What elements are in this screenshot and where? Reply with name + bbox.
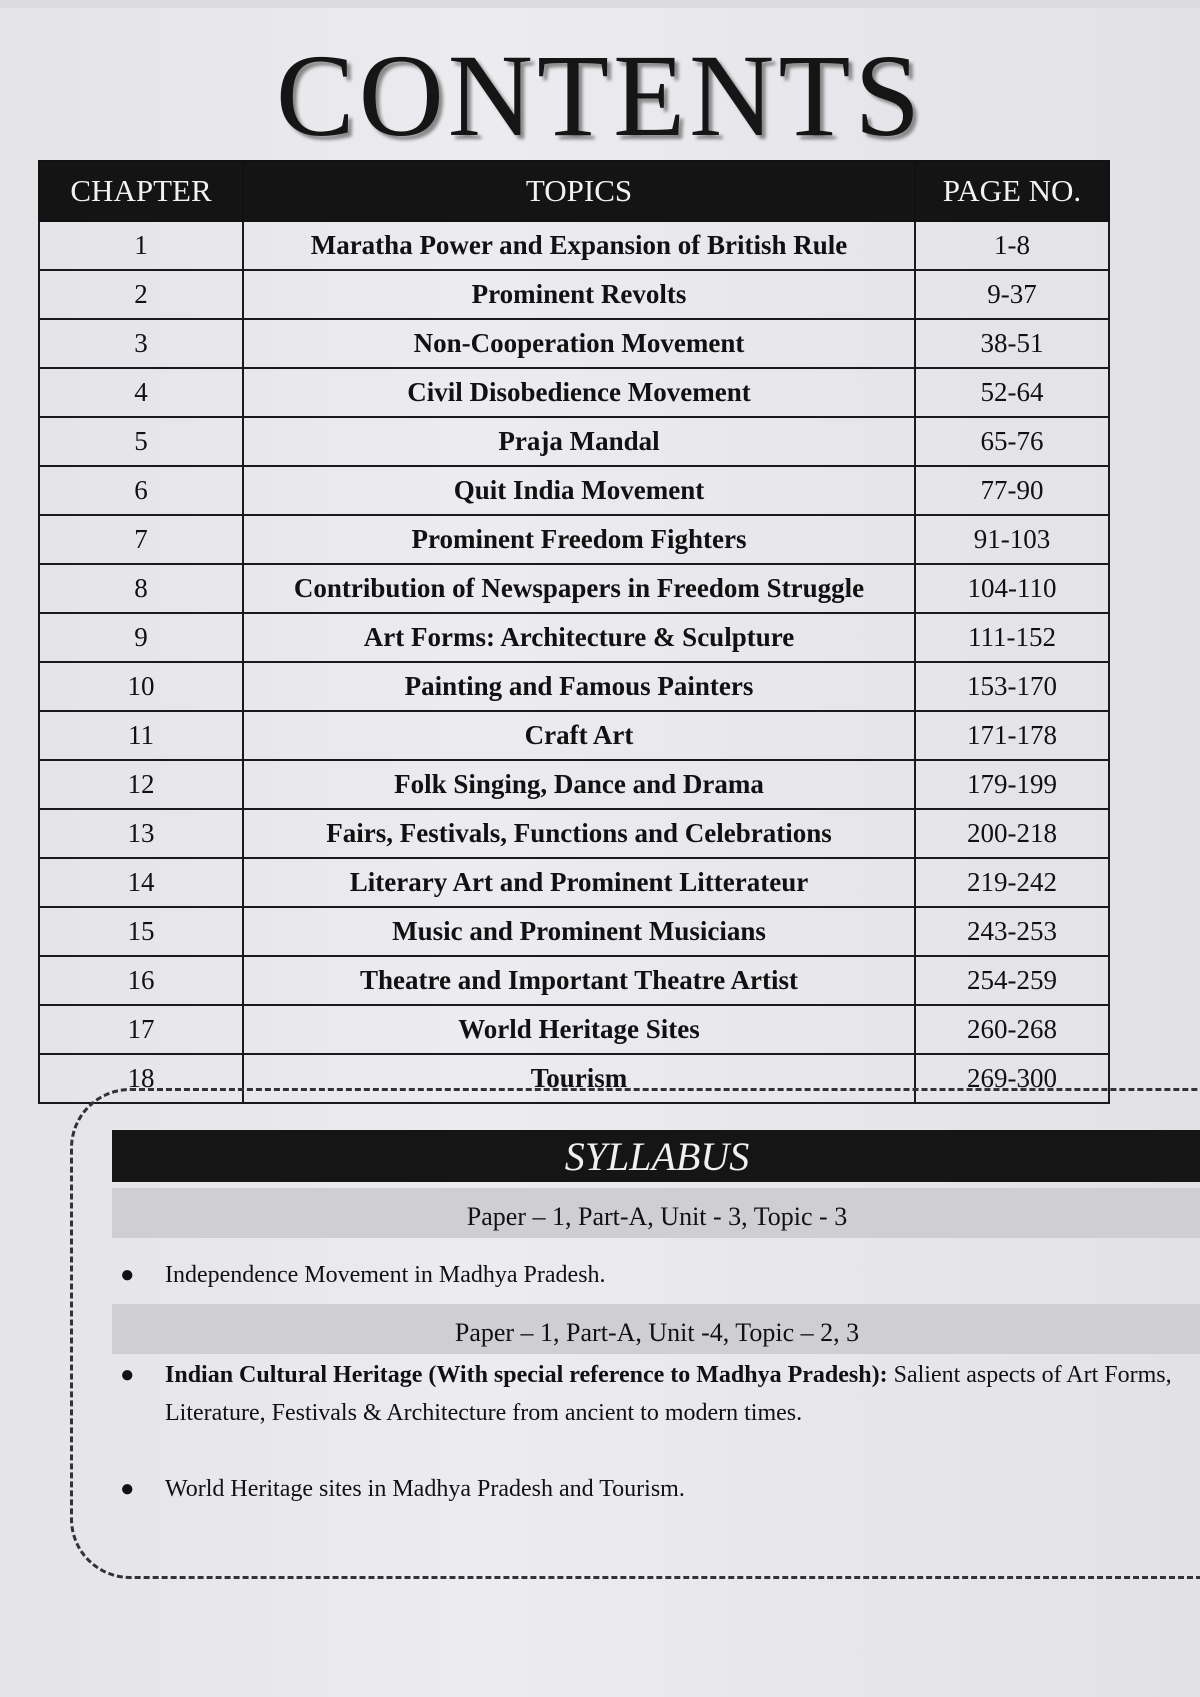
document-page: CONTENTS CHAPTER TOPICS PAGE NO. 1 Marath… [0, 8, 1200, 1697]
page-range: 200-218 [914, 808, 1110, 859]
topic-title: Non-Cooperation Movement [242, 318, 916, 369]
page-range: 65-76 [914, 416, 1110, 467]
topic-title: Fairs, Festivals, Functions and Celebrat… [242, 808, 916, 859]
topic-title: Art Forms: Architecture & Sculpture [242, 612, 916, 663]
chapter-number: 3 [38, 318, 244, 369]
page-range: 52-64 [914, 367, 1110, 418]
table-row: 12 Folk Singing, Dance and Drama 179-199 [38, 759, 1110, 810]
topic-title: Praja Mandal [242, 416, 916, 467]
header-page-no: PAGE NO. [914, 160, 1110, 222]
topic-title: Music and Prominent Musicians [242, 906, 916, 957]
syllabus-heading: SYLLABUS [112, 1130, 1200, 1182]
chapter-number: 1 [38, 220, 244, 271]
chapter-number: 16 [38, 955, 244, 1006]
chapter-number: 14 [38, 857, 244, 908]
chapter-number: 2 [38, 269, 244, 320]
chapter-number: 12 [38, 759, 244, 810]
page-range: 254-259 [914, 955, 1110, 1006]
bullet-icon: ● [120, 1362, 135, 1388]
page-range: 260-268 [914, 1004, 1110, 1055]
table-row: 15 Music and Prominent Musicians 243-253 [38, 906, 1110, 957]
chapter-number: 17 [38, 1004, 244, 1055]
topic-title: Prominent Revolts [242, 269, 916, 320]
table-row: 11 Craft Art 171-178 [38, 710, 1110, 761]
syllabus-box [70, 1088, 1200, 1579]
table-row: 16 Theatre and Important Theatre Artist 25… [38, 955, 1110, 1006]
chapter-number: 5 [38, 416, 244, 467]
table-row: 14 Literary Art and Prominent Litterateur… [38, 857, 1110, 908]
page-range: 219-242 [914, 857, 1110, 908]
table-row: 7 Prominent Freedom Fighters 91-103 [38, 514, 1110, 565]
page-range: 153-170 [914, 661, 1110, 712]
page-range: 91-103 [914, 514, 1110, 565]
table-row: 13 Fairs, Festivals, Functions and Celebr… [38, 808, 1110, 859]
header-chapter: CHAPTER [38, 160, 244, 222]
topic-title: Literary Art and Prominent Litterateur [242, 857, 916, 908]
topic-title: Painting and Famous Painters [242, 661, 916, 712]
syllabus-item-1: ● Independence Movement in Madhya Pradesh… [120, 1256, 1195, 1294]
page-range: 243-253 [914, 906, 1110, 957]
table-row: 2 Prominent Revolts 9-37 [38, 269, 1110, 320]
chapter-number: 15 [38, 906, 244, 957]
chapter-number: 13 [38, 808, 244, 859]
topic-title: Prominent Freedom Fighters [242, 514, 916, 565]
chapter-number: 4 [38, 367, 244, 418]
bullet-icon: ● [120, 1262, 135, 1288]
table-row: 4 Civil Disobedience Movement 52-64 [38, 367, 1110, 418]
topic-title: Civil Disobedience Movement [242, 367, 916, 418]
chapter-number: 6 [38, 465, 244, 516]
table-row: 6 Quit India Movement 77-90 [38, 465, 1110, 516]
header-topics: TOPICS [242, 160, 916, 222]
page-range: 171-178 [914, 710, 1110, 761]
chapter-number: 8 [38, 563, 244, 614]
page-range: 9-37 [914, 269, 1110, 320]
topic-title: Contribution of Newspapers in Freedom St… [242, 563, 916, 614]
table-row: 17 World Heritage Sites 260-268 [38, 1004, 1110, 1055]
table-row: 1 Maratha Power and Expansion of British … [38, 220, 1110, 271]
syllabus-item-2: ● Indian Cultural Heritage (With special … [120, 1356, 1195, 1432]
topic-title: Maratha Power and Expansion of British R… [242, 220, 916, 271]
table-row: 9 Art Forms: Architecture & Sculpture 111-… [38, 612, 1110, 663]
table-row: 3 Non-Cooperation Movement 38-51 [38, 318, 1110, 369]
bullet-icon: ● [120, 1476, 135, 1502]
table-row: 5 Praja Mandal 65-76 [38, 416, 1110, 467]
page-range: 38-51 [914, 318, 1110, 369]
table-row: 8 Contribution of Newspapers in Freedom S… [38, 563, 1110, 614]
table-row: 10 Painting and Famous Painters 153-170 [38, 661, 1110, 712]
page-title: CONTENTS [275, 30, 925, 161]
chapter-number: 11 [38, 710, 244, 761]
topic-title: Folk Singing, Dance and Drama [242, 759, 916, 810]
topic-title: Craft Art [242, 710, 916, 761]
page-range: 179-199 [914, 759, 1110, 810]
syllabus-section-2: Paper – 1, Part-A, Unit -4, Topic – 2, 3 [112, 1304, 1200, 1354]
table-header: CHAPTER TOPICS PAGE NO. [38, 160, 1110, 222]
topic-title: Quit India Movement [242, 465, 916, 516]
syllabus-section-1: Paper – 1, Part-A, Unit - 3, Topic - 3 [112, 1188, 1200, 1238]
page-range: 111-152 [914, 612, 1110, 663]
page-range: 104-110 [914, 563, 1110, 614]
chapter-number: 10 [38, 661, 244, 712]
chapter-number: 7 [38, 514, 244, 565]
topic-title: Theatre and Important Theatre Artist [242, 955, 916, 1006]
syllabus-item-3: ● World Heritage sites in Madhya Pradesh … [120, 1470, 1195, 1508]
page-range: 1-8 [914, 220, 1110, 271]
contents-table: CHAPTER TOPICS PAGE NO. 1 Maratha Power a… [38, 160, 1110, 1104]
page-range: 77-90 [914, 465, 1110, 516]
chapter-number: 9 [38, 612, 244, 663]
topic-title: World Heritage Sites [242, 1004, 916, 1055]
